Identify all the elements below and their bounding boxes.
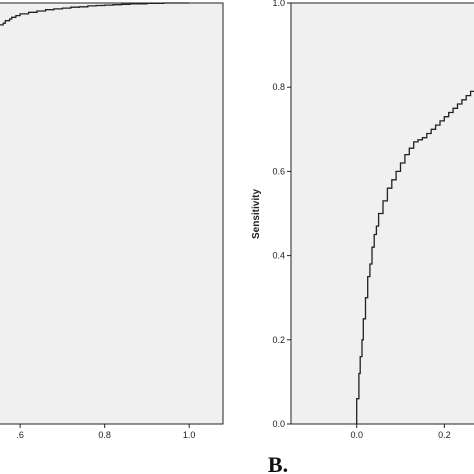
panel-b-roc-curve: [356, 90, 474, 424]
panel-b-chart: 0.0 0.2 0.0 0.2 0.4 0.6 0.8 1.0 Sensitivity: [251, 0, 474, 440]
panel-b-label: B.: [268, 452, 288, 474]
panel-b-y-tick-label: 0.6: [272, 166, 285, 176]
panel-b-y-tick-label: 1.0: [272, 0, 285, 8]
panel-a-chart: .6 0.8 1.0: [0, 2, 224, 440]
panel-a-x-tick-label: 1.0: [183, 430, 196, 440]
panel-a-plot-area: [0, 2, 224, 425]
panel-a-x-tick-label: 0.8: [98, 430, 111, 440]
panel-a-roc-curve: [0, 2, 190, 26]
panel-a-x-tick-label: .6: [16, 430, 24, 440]
panel-b-x-ticks: 0.0 0.2: [350, 424, 451, 440]
panel-a-x-ticks: .6 0.8 1.0: [16, 424, 195, 440]
panel-b-y-ticks: 0.0 0.2 0.4 0.6 0.8 1.0: [272, 0, 291, 429]
panel-b-y-tick-label: 0.2: [272, 335, 285, 345]
panel-b-x-tick-label: 0.2: [438, 430, 451, 440]
panel-b-y-tick-label: 0.4: [272, 251, 285, 261]
panel-b-y-tick-label: 0.8: [272, 82, 285, 92]
panel-b-x-tick-label: 0.0: [350, 430, 363, 440]
panel-b-y-axis-label: Sensitivity: [251, 189, 262, 239]
panel-b-y-tick-label: 0.0: [272, 419, 285, 429]
